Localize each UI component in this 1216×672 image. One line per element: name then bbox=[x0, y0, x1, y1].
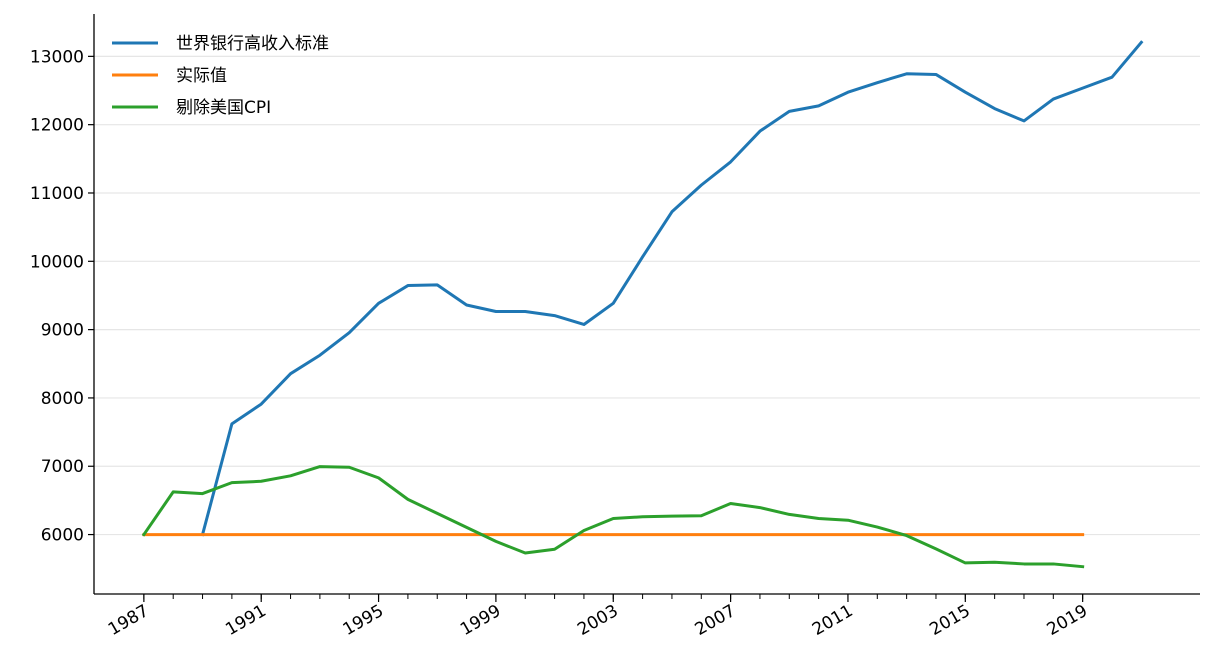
series-lines bbox=[141, 40, 1144, 569]
x-tick-label: 2015 bbox=[926, 601, 973, 640]
y-tick-label: 11000 bbox=[30, 184, 84, 204]
y-tick-label: 6000 bbox=[41, 526, 84, 546]
x-tick-label: 2007 bbox=[692, 601, 739, 640]
y-tick-label: 7000 bbox=[41, 457, 84, 477]
x-tick-label: 1991 bbox=[222, 601, 269, 640]
y-tick-label: 12000 bbox=[30, 116, 84, 136]
x-tick-label: 1987 bbox=[105, 601, 152, 640]
x-tick-label: 2019 bbox=[1044, 601, 1091, 640]
series-line-3 bbox=[141, 465, 1085, 569]
axes bbox=[93, 14, 1200, 595]
legend-label-2: 实际值 bbox=[176, 66, 227, 86]
x-tick-label: 2011 bbox=[809, 601, 856, 640]
legend-label-3: 剔除美国CPI bbox=[176, 98, 271, 118]
series-line-1 bbox=[200, 40, 1144, 537]
x-tick-label: 1995 bbox=[340, 601, 387, 640]
y-tick-label: 13000 bbox=[30, 47, 84, 67]
x-tick-label: 2003 bbox=[574, 601, 621, 640]
y-tick-label: 9000 bbox=[41, 321, 84, 341]
ticks: 6000 7000 8000 9000 10000 11000 12000 13000 1987… bbox=[30, 47, 1091, 640]
y-tick-label: 8000 bbox=[41, 389, 84, 409]
x-tick-label: 1999 bbox=[457, 601, 504, 640]
grid-lines bbox=[94, 55, 1200, 536]
y-tick-label: 10000 bbox=[30, 252, 84, 272]
legend-label-1: 世界银行高收入标准 bbox=[176, 34, 329, 54]
